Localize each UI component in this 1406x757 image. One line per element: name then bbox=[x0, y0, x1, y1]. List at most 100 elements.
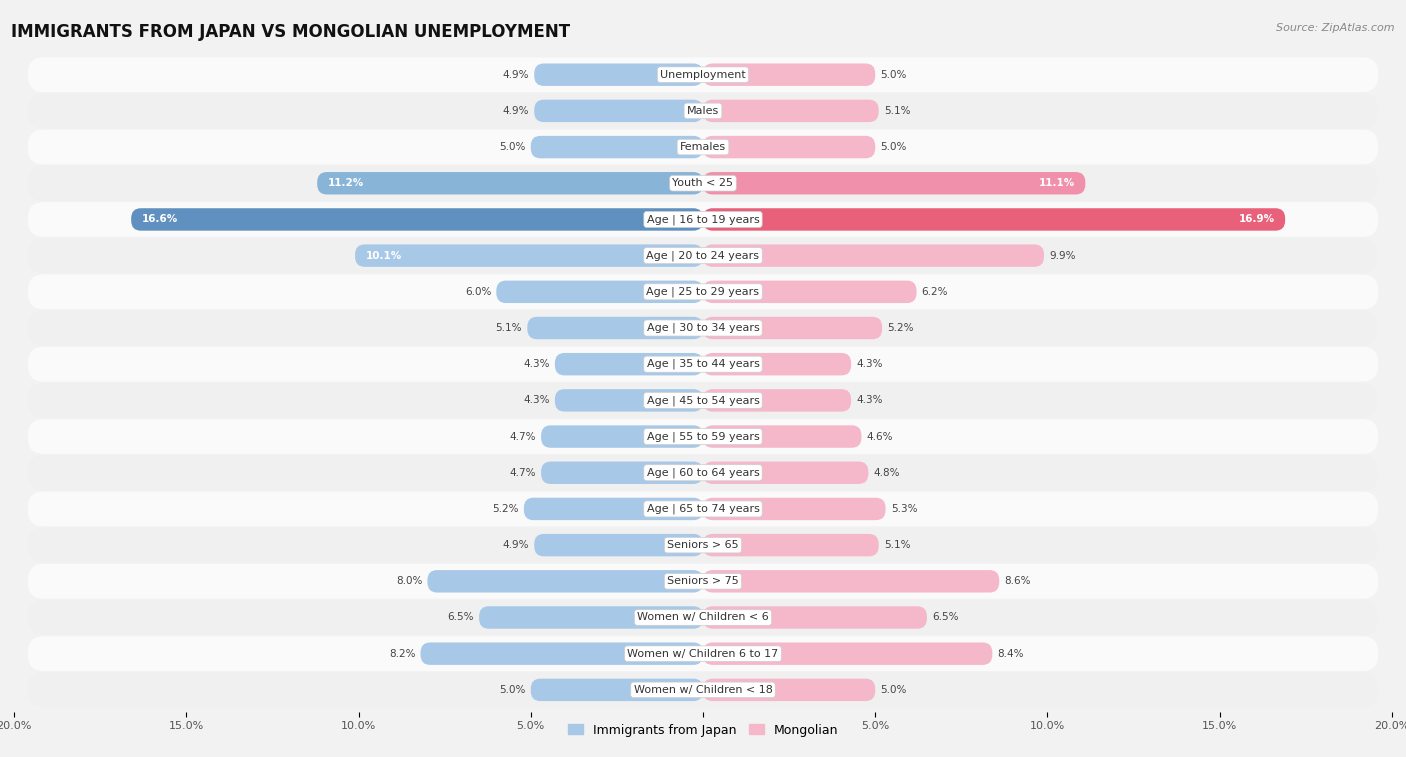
FancyBboxPatch shape bbox=[703, 208, 1285, 231]
FancyBboxPatch shape bbox=[703, 245, 1045, 267]
FancyBboxPatch shape bbox=[703, 425, 862, 448]
FancyBboxPatch shape bbox=[703, 643, 993, 665]
Text: 8.4%: 8.4% bbox=[997, 649, 1024, 659]
FancyBboxPatch shape bbox=[534, 64, 703, 86]
FancyBboxPatch shape bbox=[28, 202, 1378, 237]
FancyBboxPatch shape bbox=[524, 497, 703, 520]
FancyBboxPatch shape bbox=[131, 208, 703, 231]
Text: 4.3%: 4.3% bbox=[856, 359, 883, 369]
FancyBboxPatch shape bbox=[555, 389, 703, 412]
FancyBboxPatch shape bbox=[703, 570, 1000, 593]
Text: 16.9%: 16.9% bbox=[1239, 214, 1275, 224]
Text: 6.5%: 6.5% bbox=[932, 612, 959, 622]
FancyBboxPatch shape bbox=[28, 166, 1378, 201]
FancyBboxPatch shape bbox=[531, 136, 703, 158]
FancyBboxPatch shape bbox=[28, 94, 1378, 128]
FancyBboxPatch shape bbox=[703, 606, 927, 629]
FancyBboxPatch shape bbox=[703, 462, 869, 484]
FancyBboxPatch shape bbox=[28, 491, 1378, 526]
FancyBboxPatch shape bbox=[28, 419, 1378, 454]
FancyBboxPatch shape bbox=[534, 100, 703, 122]
FancyBboxPatch shape bbox=[703, 679, 875, 701]
Text: Unemployment: Unemployment bbox=[661, 70, 745, 79]
FancyBboxPatch shape bbox=[28, 600, 1378, 635]
FancyBboxPatch shape bbox=[541, 425, 703, 448]
Text: Males: Males bbox=[688, 106, 718, 116]
FancyBboxPatch shape bbox=[356, 245, 703, 267]
Text: Age | 60 to 64 years: Age | 60 to 64 years bbox=[647, 468, 759, 478]
Text: Age | 65 to 74 years: Age | 65 to 74 years bbox=[647, 503, 759, 514]
FancyBboxPatch shape bbox=[703, 534, 879, 556]
Text: 5.0%: 5.0% bbox=[499, 142, 526, 152]
FancyBboxPatch shape bbox=[479, 606, 703, 629]
Text: 5.1%: 5.1% bbox=[496, 323, 522, 333]
FancyBboxPatch shape bbox=[28, 637, 1378, 671]
Text: Age | 30 to 34 years: Age | 30 to 34 years bbox=[647, 322, 759, 333]
Text: Youth < 25: Youth < 25 bbox=[672, 178, 734, 188]
Text: Age | 35 to 44 years: Age | 35 to 44 years bbox=[647, 359, 759, 369]
Text: Age | 55 to 59 years: Age | 55 to 59 years bbox=[647, 431, 759, 442]
FancyBboxPatch shape bbox=[703, 64, 875, 86]
Text: Source: ZipAtlas.com: Source: ZipAtlas.com bbox=[1277, 23, 1395, 33]
FancyBboxPatch shape bbox=[28, 238, 1378, 273]
FancyBboxPatch shape bbox=[420, 643, 703, 665]
Text: 8.6%: 8.6% bbox=[1004, 576, 1031, 587]
Text: 6.2%: 6.2% bbox=[922, 287, 948, 297]
Text: 16.6%: 16.6% bbox=[142, 214, 177, 224]
FancyBboxPatch shape bbox=[28, 456, 1378, 490]
Text: Seniors > 65: Seniors > 65 bbox=[668, 540, 738, 550]
Text: Women w/ Children < 18: Women w/ Children < 18 bbox=[634, 685, 772, 695]
Text: 5.0%: 5.0% bbox=[880, 685, 907, 695]
Text: Women w/ Children < 6: Women w/ Children < 6 bbox=[637, 612, 769, 622]
Text: Age | 16 to 19 years: Age | 16 to 19 years bbox=[647, 214, 759, 225]
FancyBboxPatch shape bbox=[703, 100, 879, 122]
FancyBboxPatch shape bbox=[703, 316, 882, 339]
FancyBboxPatch shape bbox=[28, 310, 1378, 345]
Text: Women w/ Children 6 to 17: Women w/ Children 6 to 17 bbox=[627, 649, 779, 659]
Text: 11.1%: 11.1% bbox=[1039, 178, 1076, 188]
Text: 5.1%: 5.1% bbox=[884, 540, 910, 550]
Text: IMMIGRANTS FROM JAPAN VS MONGOLIAN UNEMPLOYMENT: IMMIGRANTS FROM JAPAN VS MONGOLIAN UNEMP… bbox=[11, 23, 571, 41]
Text: 8.2%: 8.2% bbox=[389, 649, 415, 659]
FancyBboxPatch shape bbox=[703, 497, 886, 520]
Text: 10.1%: 10.1% bbox=[366, 251, 402, 260]
Text: 4.3%: 4.3% bbox=[856, 395, 883, 406]
FancyBboxPatch shape bbox=[496, 281, 703, 303]
Text: 4.8%: 4.8% bbox=[873, 468, 900, 478]
Text: 5.0%: 5.0% bbox=[880, 142, 907, 152]
FancyBboxPatch shape bbox=[28, 129, 1378, 164]
FancyBboxPatch shape bbox=[703, 389, 851, 412]
FancyBboxPatch shape bbox=[28, 58, 1378, 92]
Text: Age | 45 to 54 years: Age | 45 to 54 years bbox=[647, 395, 759, 406]
Text: 11.2%: 11.2% bbox=[328, 178, 364, 188]
Text: 4.7%: 4.7% bbox=[509, 468, 536, 478]
FancyBboxPatch shape bbox=[703, 136, 875, 158]
FancyBboxPatch shape bbox=[531, 679, 703, 701]
Text: Age | 25 to 29 years: Age | 25 to 29 years bbox=[647, 287, 759, 297]
Text: 4.3%: 4.3% bbox=[523, 395, 550, 406]
FancyBboxPatch shape bbox=[28, 564, 1378, 599]
FancyBboxPatch shape bbox=[555, 353, 703, 375]
Text: 5.1%: 5.1% bbox=[884, 106, 910, 116]
Text: 4.9%: 4.9% bbox=[502, 540, 529, 550]
Text: 4.9%: 4.9% bbox=[502, 106, 529, 116]
FancyBboxPatch shape bbox=[534, 534, 703, 556]
Text: 4.7%: 4.7% bbox=[509, 431, 536, 441]
Text: Seniors > 75: Seniors > 75 bbox=[666, 576, 740, 587]
Text: Females: Females bbox=[681, 142, 725, 152]
Text: 4.3%: 4.3% bbox=[523, 359, 550, 369]
FancyBboxPatch shape bbox=[318, 172, 703, 195]
FancyBboxPatch shape bbox=[28, 528, 1378, 562]
Text: 5.2%: 5.2% bbox=[492, 504, 519, 514]
Text: Age | 20 to 24 years: Age | 20 to 24 years bbox=[647, 251, 759, 261]
FancyBboxPatch shape bbox=[541, 462, 703, 484]
Text: 4.9%: 4.9% bbox=[502, 70, 529, 79]
FancyBboxPatch shape bbox=[703, 281, 917, 303]
FancyBboxPatch shape bbox=[28, 347, 1378, 382]
FancyBboxPatch shape bbox=[703, 172, 1085, 195]
Legend: Immigrants from Japan, Mongolian: Immigrants from Japan, Mongolian bbox=[562, 718, 844, 742]
Text: 5.2%: 5.2% bbox=[887, 323, 914, 333]
FancyBboxPatch shape bbox=[28, 672, 1378, 707]
FancyBboxPatch shape bbox=[427, 570, 703, 593]
FancyBboxPatch shape bbox=[28, 275, 1378, 309]
